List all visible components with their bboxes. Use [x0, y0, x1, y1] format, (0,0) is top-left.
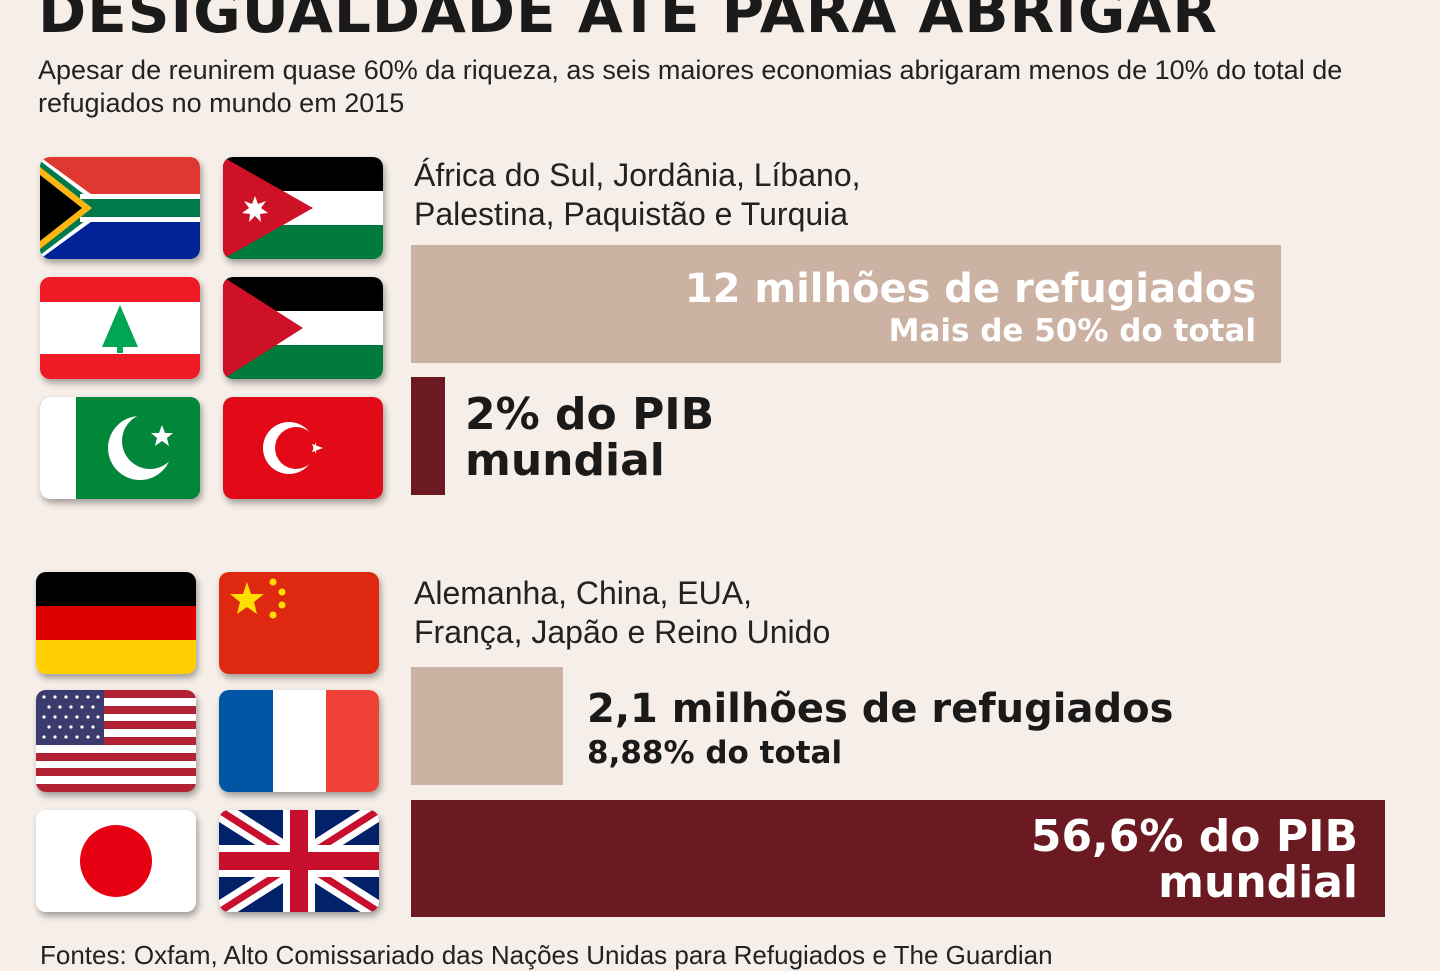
group2-gdp-label-line2: mundial: [1158, 857, 1358, 908]
jordan-flag-icon: [223, 157, 383, 259]
turkey-flag-icon: [223, 397, 383, 499]
japan-flag-icon: [36, 810, 196, 912]
group2-gdp-bar: [411, 800, 1385, 917]
group2-gdp-label: 56,6% do PIB mundial: [1031, 814, 1358, 906]
south-africa-flag-icon: [40, 157, 200, 259]
pakistan-flag-icon: [40, 397, 200, 499]
group1-refugees-label: 12 milhões de refugiados: [684, 266, 1256, 312]
group1-refugees-share: Mais de 50% do total: [888, 313, 1256, 349]
group2-refugees-share: 8,88% do total: [587, 735, 843, 771]
usa-flag-icon: [36, 690, 196, 792]
palestine-flag-icon: [223, 277, 383, 379]
page-subtitle: Apesar de reunirem quase 60% da riqueza,…: [38, 55, 1343, 118]
group2-countries-line1: Alemanha, China, EUA,: [414, 575, 752, 611]
group2-countries: Alemanha, China, EUA, França, Japão e Re…: [414, 574, 830, 652]
group2-gdp-label-line1: 56,6% do PIB: [1030, 811, 1358, 862]
germany-flag-icon: [36, 572, 196, 674]
group1-gdp-label: 2% do PIB mundial: [465, 392, 714, 484]
group1-gdp-label-line2: mundial: [465, 435, 665, 486]
group1-gdp-label-line1: 2% do PIB: [465, 389, 715, 440]
united-kingdom-flag-icon: [219, 810, 379, 912]
lebanon-flag-icon: [40, 277, 200, 379]
group2-countries-line2: França, Japão e Reino Unido: [414, 614, 831, 650]
france-flag-icon: [219, 690, 379, 792]
group1-gdp-bar: [411, 377, 445, 495]
group1-refugees-bar: [411, 245, 1281, 363]
china-flag-icon: [219, 572, 379, 674]
group2-refugees-label: 2,1 milhões de refugiados: [587, 686, 1174, 732]
group2-refugees-bar: [411, 667, 563, 785]
group1-countries-line1: África do Sul, Jordânia, Líbano,: [414, 157, 861, 193]
group1-countries-line2: Palestina, Paquistão e Turquia: [414, 196, 849, 232]
source-note: Fontes: Oxfam, Alto Comissariado das Naç…: [40, 940, 1053, 970]
page-title: DESIGUALDADE ATÉ PARA ABRIGAR: [38, 0, 1218, 46]
group1-countries: África do Sul, Jordânia, Líbano, Palesti…: [414, 156, 861, 234]
